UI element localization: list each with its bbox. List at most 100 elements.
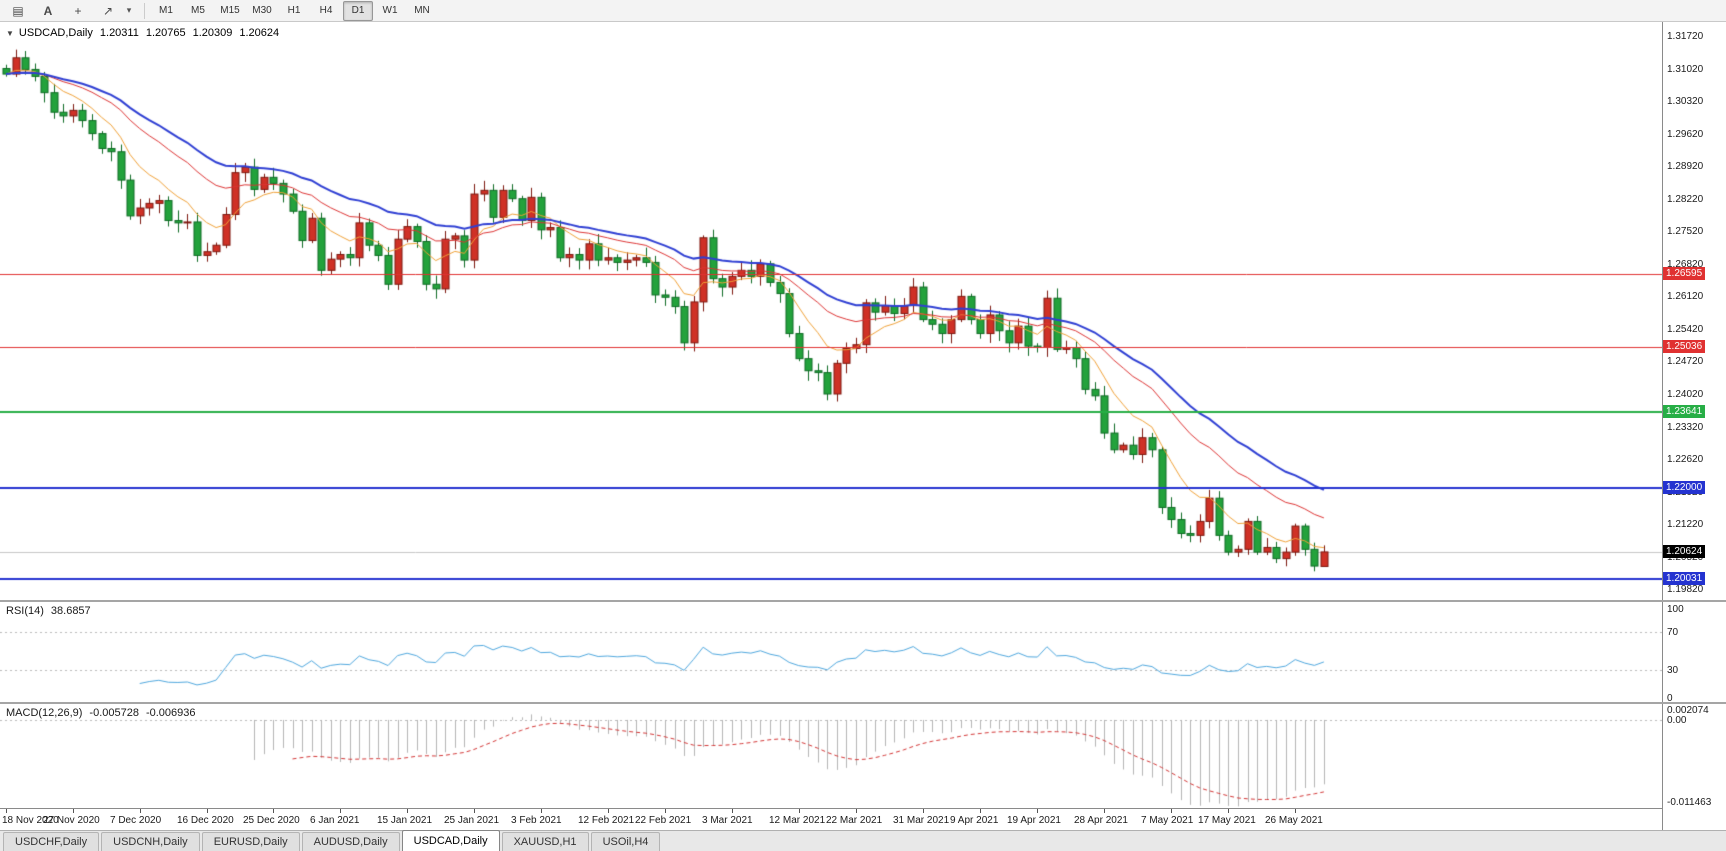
time-axis-tick (1171, 809, 1172, 813)
time-axis-tick (732, 809, 733, 813)
rsi-axis-label: 70 (1667, 627, 1679, 639)
time-axis-tick (980, 809, 981, 813)
time-axis-label: 12 Feb 2021 (578, 815, 635, 826)
arrow-tool-icon[interactable]: ↗ (102, 3, 114, 18)
timeframe-button-h4[interactable]: H4 (319, 5, 333, 16)
panel-splitter[interactable] (0, 600, 1726, 602)
time-axis-tick (140, 809, 141, 813)
price-axis-label: 1.29620 (1667, 128, 1704, 140)
time-axis-label: 3 Mar 2021 (702, 815, 753, 826)
time-axis-tick (856, 809, 857, 813)
time-axis-tick (474, 809, 475, 813)
ohlc-high-value: 1.20765 (145, 27, 186, 39)
price-axis-label: 1.22620 (1667, 454, 1704, 466)
toolbar-separator (144, 2, 145, 19)
time-axis-label: 26 May 2021 (1265, 815, 1323, 826)
time-axis-tick (273, 809, 274, 813)
current-price-tag: 1.20624 (1663, 544, 1706, 558)
timeframe-button-m30[interactable]: M30 (252, 5, 272, 16)
macd-indicator-canvas[interactable] (0, 704, 1662, 808)
macd-axis-label: 0.002074 (1667, 705, 1709, 716)
toolbar-icon-group: ▤ A + ↗ ▾ (3, 0, 139, 21)
macd-axis-label: -0.011463 (1667, 797, 1712, 808)
chart-ohlc-header: ▼ USDCAD,Daily 1.20311 1.20765 1.20309 1… (6, 27, 279, 39)
price-axis-label: 1.24020 (1667, 389, 1704, 400)
time-axis-label: 25 Jan 2021 (444, 815, 500, 826)
chart-symbol-label: USDCAD,Daily (18, 27, 93, 39)
rsi-current-value: 38.6857 (50, 605, 91, 617)
time-axis-label: 31 Mar 2021 (893, 815, 950, 826)
time-axis-tick (923, 809, 924, 813)
time-axis-label: 16 Dec 2020 (177, 815, 234, 826)
ohlc-low-value: 1.20309 (192, 27, 233, 39)
time-axis-label: 22 Mar 2021 (826, 815, 883, 826)
rsi-indicator-canvas[interactable] (0, 602, 1662, 702)
time-axis-tick (665, 809, 666, 813)
timeframe-button-group: M1 M5 M15 M30 H1 H4 D1 W1 MN (150, 0, 438, 21)
time-axis-tick (6, 809, 7, 813)
time-axis-label: 6 Jan 2021 (310, 815, 360, 826)
price-axis-label: 1.28920 (1667, 161, 1704, 173)
chart-tab-usdcnh[interactable]: USDCNH,Daily (101, 832, 200, 851)
hline-price-tag: 1.20031 (1663, 572, 1706, 586)
timeframe-button-h1[interactable]: H1 (287, 5, 301, 16)
price-axis-label: 1.26820 (1667, 258, 1704, 270)
timeframe-button-w1[interactable]: W1 (382, 5, 398, 16)
macd-main-value: -0.005728 (89, 707, 139, 719)
chart-tab-usdchf[interactable]: USDCHF,Daily (3, 832, 100, 851)
time-axis-label: 19 Apr 2021 (1007, 815, 1061, 826)
time-axis-label: 18 Nov 2020 (2, 815, 59, 826)
chart-tab-usoil[interactable]: USOil,H4 (590, 832, 661, 851)
time-axis-tick (1104, 809, 1105, 813)
time-axis-tick (608, 809, 609, 813)
chart-tab-audusd[interactable]: AUDUSD,Daily (301, 832, 400, 851)
chart-tab-usdcad[interactable]: USDCAD,Daily (401, 830, 500, 851)
timeframe-button-m15[interactable]: M15 (220, 5, 240, 16)
macd-signal-value: -0.006936 (145, 707, 196, 719)
hline-price-tag: 1.23641 (1663, 404, 1706, 418)
price-scale-axis[interactable]: 1.31720 1.31020 1.30320 1.29620 1.28920 1.282… (1662, 22, 1726, 830)
price-axis-label: 1.24720 (1667, 356, 1704, 368)
price-axis-label: 1.25420 (1667, 323, 1704, 335)
timeframe-button-d1[interactable]: D1 (343, 0, 373, 21)
macd-indicator-label: MACD(12,26,9) -0.005728 -0.006936 (6, 707, 196, 719)
time-axis-label: 22 Feb 2021 (635, 815, 692, 826)
time-axis-label: 15 Jan 2021 (377, 815, 433, 826)
time-axis-label: 28 Apr 2021 (1074, 815, 1128, 826)
panel-splitter[interactable] (0, 702, 1726, 704)
time-axis-tick (1295, 809, 1296, 813)
price-axis-label: 1.27520 (1667, 226, 1704, 238)
dropdown-caret-icon[interactable]: ▾ (126, 5, 132, 15)
time-axis-tick (1228, 809, 1229, 813)
collapse-panel-arrow-icon[interactable]: ▼ (6, 28, 14, 38)
ohlc-close-value: 1.20624 (239, 27, 280, 39)
rsi-name: RSI(14) (6, 605, 44, 617)
timeframe-button-m5[interactable]: M5 (191, 5, 205, 16)
time-axis-label: 9 Apr 2021 (950, 815, 999, 826)
time-axis-label: 25 Dec 2020 (243, 815, 300, 826)
chart-menu-icon[interactable]: ▤ (12, 3, 24, 18)
time-axis-tick (541, 809, 542, 813)
time-axis-label: 7 May 2021 (1141, 815, 1194, 826)
price-chart-canvas[interactable] (0, 22, 1662, 600)
timeframe-button-m1[interactable]: M1 (159, 5, 173, 16)
time-axis-tick (1037, 809, 1038, 813)
macd-axis-label: 0.00 (1667, 714, 1687, 726)
font-tool-icon[interactable]: A (43, 3, 53, 18)
toolbar: ▤ A + ↗ ▾ M1 M5 M15 M30 H1 H4 D1 W1 MN (0, 0, 1726, 22)
timeframe-button-mn[interactable]: MN (414, 5, 430, 16)
rsi-axis-label: 100 (1667, 604, 1684, 615)
price-axis-label: 1.21220 (1667, 519, 1704, 531)
price-axis-label: 1.19820 (1667, 584, 1704, 596)
time-axis-tick (407, 809, 408, 813)
rsi-axis-label: 30 (1667, 664, 1679, 676)
time-axis-tick (73, 809, 74, 813)
macd-name: MACD(12,26,9) (6, 707, 83, 719)
price-axis-label: 1.23320 (1667, 421, 1704, 433)
price-axis-label: 1.31020 (1667, 63, 1704, 75)
time-scale-axis[interactable]: 18 Nov 2020 27 Nov 2020 7 Dec 2020 16 Dec 2… (0, 808, 1726, 830)
crosshair-tool-icon[interactable]: + (74, 3, 82, 18)
hline-price-tag: 1.22000 (1663, 480, 1706, 494)
chart-tab-xauusd[interactable]: XAUUSD,H1 (501, 832, 589, 851)
chart-tab-eurusd[interactable]: EURUSD,Daily (201, 832, 300, 851)
